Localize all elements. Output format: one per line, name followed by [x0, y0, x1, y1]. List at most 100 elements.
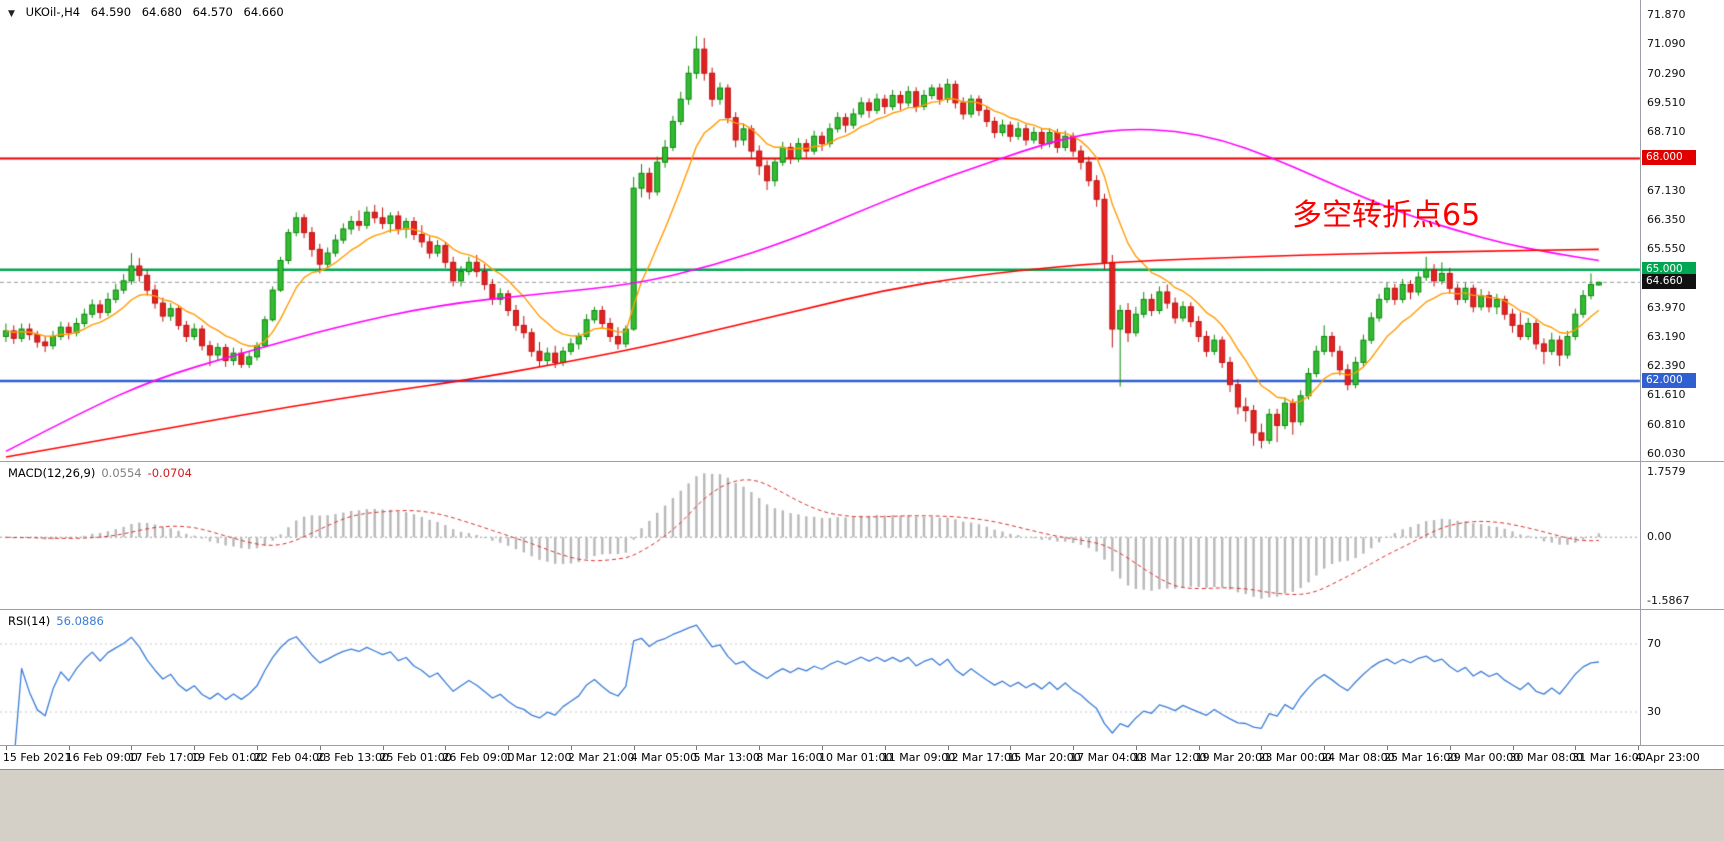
rsi-name: RSI(14) — [8, 614, 51, 628]
annotation-text: 多空转折点65 — [1292, 198, 1481, 233]
bar-high-value: 64.680 — [141, 5, 182, 19]
price-tick-label: 70.290 — [1647, 66, 1686, 80]
time-tick-label: 25 Mar 16:00 — [1383, 751, 1458, 764]
rsi-axis-label-70: 70 — [1647, 637, 1661, 650]
rsi-label: RSI(14) 56.0886 — [8, 614, 104, 628]
time-tick-mark — [194, 746, 196, 750]
time-tick-label: 23 Mar 00:00 — [1258, 751, 1332, 764]
price-tick-label: 63.190 — [1647, 329, 1686, 343]
time-tick-label: 11 Mar 09:00 — [881, 751, 956, 764]
price-tick-label: 61.610 — [1647, 388, 1686, 402]
bar-open-value: 64.590 — [90, 5, 132, 19]
time-tick-mark — [1575, 746, 1577, 750]
time-tick-mark — [884, 746, 886, 750]
time-tick-mark — [759, 746, 761, 750]
time-tick-mark — [445, 746, 447, 750]
time-tick-label: 30 Mar 08:00 — [1509, 751, 1583, 764]
time-tick-label: 4 Apr 23:00 — [1635, 751, 1700, 764]
price-badge: 65.000 — [1642, 261, 1696, 277]
time-tick-mark — [633, 746, 635, 750]
time-tick-mark — [5, 746, 7, 750]
macd-axis-label-min: -1.5867 — [1647, 594, 1690, 607]
time-tick-mark — [131, 746, 133, 750]
price-tick-label: 65.550 — [1647, 242, 1686, 256]
price-badge: 68.000 — [1642, 150, 1696, 166]
time-tick-label: 19 Feb 01:00 — [191, 751, 264, 764]
rsi-axis-label-30: 30 — [1647, 705, 1661, 718]
time-tick-label: 31 Mar 16:00 — [1572, 751, 1646, 764]
time-tick-label: 23 Feb 13:00 — [316, 751, 389, 764]
rsi-canvas[interactable] — [0, 610, 1724, 746]
macd-rsi-separator — [0, 609, 1724, 610]
time-tick-mark — [508, 746, 510, 750]
time-tick-label: 16 Feb 09:00 — [65, 751, 138, 764]
time-tick-mark — [1324, 746, 1326, 750]
macd-canvas[interactable] — [0, 462, 1724, 610]
time-tick-label: 22 Feb 04:00 — [254, 751, 327, 764]
time-tick-mark — [822, 746, 823, 750]
time-tick-label: 19 Mar 20:00 — [1195, 751, 1270, 764]
time-tick-label: 18 Mar 12:00 — [1132, 751, 1207, 764]
price-axis-separator — [1640, 0, 1641, 746]
time-tick-label: 29 Mar 00:00 — [1446, 751, 1521, 764]
time-tick-label: 15 Feb 2021 — [2, 751, 72, 764]
time-tick-mark — [1512, 746, 1514, 750]
time-tick-mark — [1198, 746, 1200, 750]
price-tick-label: 67.130 — [1647, 183, 1686, 197]
rsi-time-separator — [0, 745, 1724, 746]
time-tick-label: 25 Feb 01:00 — [379, 751, 452, 764]
price-tick-label: 71.870 — [1647, 8, 1686, 21]
price-tick-label: 66.350 — [1647, 212, 1686, 226]
time-tick-label: 10 Mar 01:00 — [819, 751, 893, 764]
price-tick-label: 60.810 — [1647, 418, 1686, 432]
price-tick-label: 68.710 — [1647, 125, 1686, 139]
time-tick-mark — [1386, 746, 1388, 750]
macd-axis-label-max: 1.7579 — [1647, 465, 1686, 478]
time-tick-mark — [1638, 746, 1640, 750]
time-tick-mark — [947, 746, 949, 750]
main-macd-separator — [0, 461, 1724, 462]
macd-signal-value: -0.0704 — [147, 466, 192, 480]
time-tick-label: 5 Mar 13:00 — [693, 751, 760, 764]
macd-label: MACD(12,26,9) 0.0554 -0.0704 — [8, 466, 192, 480]
time-tick-mark — [382, 746, 384, 750]
time-tick-label: 12 Mar 17:00 — [944, 751, 1018, 764]
chart-dropdown-icon[interactable]: ▼ — [8, 9, 15, 19]
symbol-info: ▼ UKOil-,H4 64.590 64.680 64.570 64.660 — [8, 5, 291, 19]
price-tick-label: 71.090 — [1647, 36, 1686, 50]
time-tick-mark — [696, 746, 698, 750]
time-tick-label: 15 Mar 20:00 — [1007, 751, 1081, 764]
price-badge: 62.000 — [1642, 372, 1696, 388]
time-tick-mark — [1010, 746, 1012, 750]
price-tick-label: 60.030 — [1647, 447, 1686, 460]
symbol-label: UKOil-,H4 — [25, 5, 81, 19]
time-tick-mark — [319, 746, 321, 750]
time-tick-mark — [257, 746, 259, 750]
time-tick-label: 24 Mar 08:00 — [1321, 751, 1395, 764]
price-badge: 64.660 — [1642, 274, 1696, 290]
time-tick-mark — [1261, 746, 1263, 750]
window-bottom-bar — [0, 769, 1724, 841]
time-tick-mark — [1449, 746, 1451, 750]
macd-axis-label-zero: 0.00 — [1647, 530, 1672, 544]
time-tick-mark — [570, 746, 572, 750]
macd-main-value: 0.0554 — [101, 466, 142, 480]
time-tick-mark — [1073, 746, 1075, 750]
time-tick-label: 17 Feb 17:00 — [128, 751, 201, 764]
time-tick-label: 4 Mar 05:00 — [630, 751, 698, 764]
time-tick-label: 26 Feb 09:00 — [442, 751, 515, 764]
time-tick-mark — [68, 746, 70, 750]
rsi-value: 56.0886 — [56, 614, 104, 628]
main-chart-canvas[interactable] — [0, 0, 1724, 462]
price-tick-label: 69.510 — [1647, 95, 1686, 109]
time-tick-mark — [1135, 746, 1137, 750]
time-axis[interactable]: 15 Feb 2021 16 Feb 09:00 17 Feb 17:00 19 Fe… — [0, 746, 1724, 769]
time-tick-label: 8 Mar 16:00 — [756, 751, 823, 764]
price-tick-label: 63.970 — [1647, 300, 1686, 314]
bar-close-value: 64.660 — [243, 5, 284, 19]
macd-name: MACD(12,26,9) — [8, 466, 96, 480]
bar-low-value: 64.570 — [192, 5, 233, 19]
time-tick-label: 1 Mar 12:00 — [505, 751, 572, 764]
time-tick-label: 2 Mar 21:00 — [567, 751, 635, 764]
